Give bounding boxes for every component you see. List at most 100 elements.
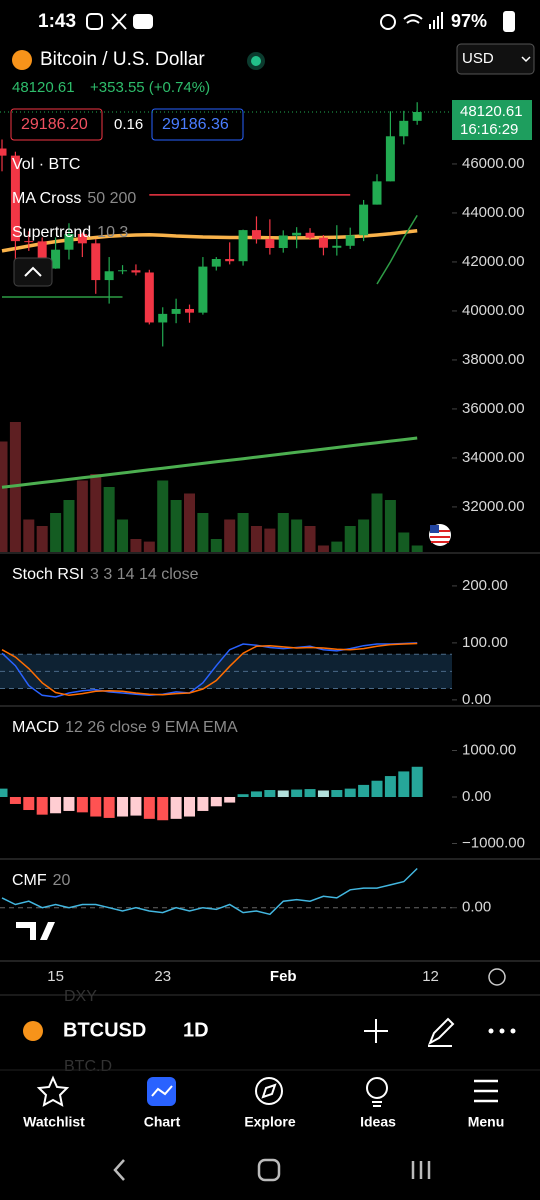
y-tick-label: 32000.00	[462, 498, 525, 515]
y-tick-label: 34000.00	[462, 449, 525, 466]
volume-bar	[331, 541, 343, 552]
volume-bar	[0, 441, 8, 552]
collapse-button[interactable]	[13, 257, 53, 287]
y-tick-label: 0.00	[462, 788, 491, 805]
volume-legend[interactable]: Vol · BTC	[12, 156, 80, 173]
ticker[interactable]: BTCUSD	[63, 1019, 146, 1041]
bid[interactable]: 29186.20	[21, 116, 88, 133]
supertrend-name: Supertrend	[12, 224, 91, 241]
coin-icon-small	[23, 1021, 43, 1041]
ma-name: MA Cross	[12, 190, 81, 207]
nav-label[interactable]: Chart	[144, 1114, 181, 1130]
y-tick-label: 38000.00	[462, 351, 525, 368]
macd-legend[interactable]: MACD 12 26 close 9 EMA EMA	[12, 719, 238, 736]
supertrend	[2, 215, 418, 298]
histogram-bar	[0, 788, 8, 797]
y-tick-label: 42000.00	[462, 253, 525, 270]
y-tick-label: 44000.00	[462, 204, 525, 221]
candle-body	[412, 112, 422, 121]
battery: 97%	[451, 11, 487, 31]
add-button[interactable]	[364, 1019, 388, 1043]
home-button[interactable]	[257, 1158, 281, 1182]
histogram-bar	[157, 796, 169, 821]
stoch-legend[interactable]: Stoch RSI 3 3 14 14 close	[12, 566, 199, 583]
candle-body	[51, 249, 61, 269]
candle-body	[158, 313, 168, 323]
buy-box[interactable]	[151, 108, 244, 141]
y-tick-label: −1000.00	[462, 834, 525, 851]
nav-label[interactable]: Menu	[468, 1114, 505, 1130]
candle-body	[185, 308, 195, 313]
volume-bar	[291, 519, 303, 552]
histogram-bar	[224, 796, 236, 803]
ma-legend[interactable]: MA Cross 50 200	[12, 190, 136, 207]
candle-body	[211, 259, 221, 267]
price-change: +353.55 (+0.74%)	[90, 79, 210, 96]
x-tick-label: 12	[422, 968, 439, 985]
indicator-line	[1, 642, 418, 697]
histogram-bar	[36, 796, 48, 815]
volume-bar	[157, 480, 169, 552]
last-price: 48120.61	[12, 79, 75, 96]
y-tick-label: 40000.00	[462, 302, 525, 319]
ideas-icon[interactable]	[366, 1077, 388, 1099]
more-button[interactable]	[488, 1028, 516, 1034]
moving-average	[1, 436, 418, 489]
settings-icon[interactable]	[488, 968, 506, 986]
candle-body	[171, 308, 181, 314]
currency[interactable]: USD	[462, 50, 494, 67]
volume-bar	[224, 519, 236, 552]
histogram-bar	[250, 791, 262, 797]
volume-bar	[317, 545, 329, 552]
candle-body	[265, 238, 275, 248]
candle-body	[24, 241, 34, 243]
histogram-bar	[304, 789, 316, 797]
volume-bar	[411, 545, 423, 552]
histogram-bar	[143, 796, 155, 819]
supertrend-legend[interactable]: Supertrend 10 3	[12, 224, 128, 241]
cmf-params: 20	[53, 872, 71, 889]
tv-logo	[16, 922, 55, 940]
candle-body	[251, 230, 261, 239]
histogram-bar	[358, 784, 370, 797]
nav-label[interactable]: Ideas	[360, 1114, 396, 1130]
currency-select[interactable]	[456, 43, 535, 75]
coin-icon	[12, 50, 32, 70]
candle-body	[104, 271, 114, 281]
histogram-bar	[90, 796, 102, 817]
candle-body	[318, 237, 328, 248]
candle-body	[77, 234, 87, 244]
histogram-bar	[50, 796, 62, 814]
sell-box[interactable]	[10, 108, 103, 141]
volume-bar	[117, 519, 129, 552]
volume-bar	[90, 474, 102, 552]
nav-label[interactable]: Watchlist	[23, 1114, 85, 1130]
histogram-bar	[117, 796, 129, 817]
recents-button[interactable]	[411, 1161, 431, 1179]
histogram-bar	[63, 796, 75, 811]
explore-icon[interactable]	[255, 1077, 283, 1105]
nav-label[interactable]: Explore	[244, 1114, 296, 1130]
volume-bar	[170, 500, 182, 552]
indicator-line	[1, 867, 418, 916]
watchlist-icon[interactable]	[36, 1075, 70, 1107]
candle-body	[385, 136, 395, 182]
back-button[interactable]	[113, 1159, 125, 1181]
ask[interactable]: 29186.36	[162, 116, 229, 133]
menu-icon[interactable]	[474, 1079, 498, 1103]
symbol-name[interactable]: Bitcoin / U.S. Dollar	[40, 49, 205, 70]
volume-bar	[344, 526, 356, 552]
volume-bar	[384, 500, 396, 552]
candle-body	[37, 241, 47, 269]
explore-needle	[261, 1083, 277, 1099]
candle-body	[0, 148, 7, 156]
plots: 32000.00 34000.00 36000.00 38000.00 40000.00…	[0, 100, 540, 985]
draw-button[interactable]	[428, 1017, 455, 1047]
cmf-legend[interactable]: CMF 20	[12, 872, 71, 889]
volume-bar	[143, 541, 155, 552]
cmf-name: CMF	[12, 872, 47, 889]
interval[interactable]: 1D	[183, 1019, 209, 1041]
histogram-bar	[210, 796, 222, 807]
candle-body	[64, 234, 74, 250]
